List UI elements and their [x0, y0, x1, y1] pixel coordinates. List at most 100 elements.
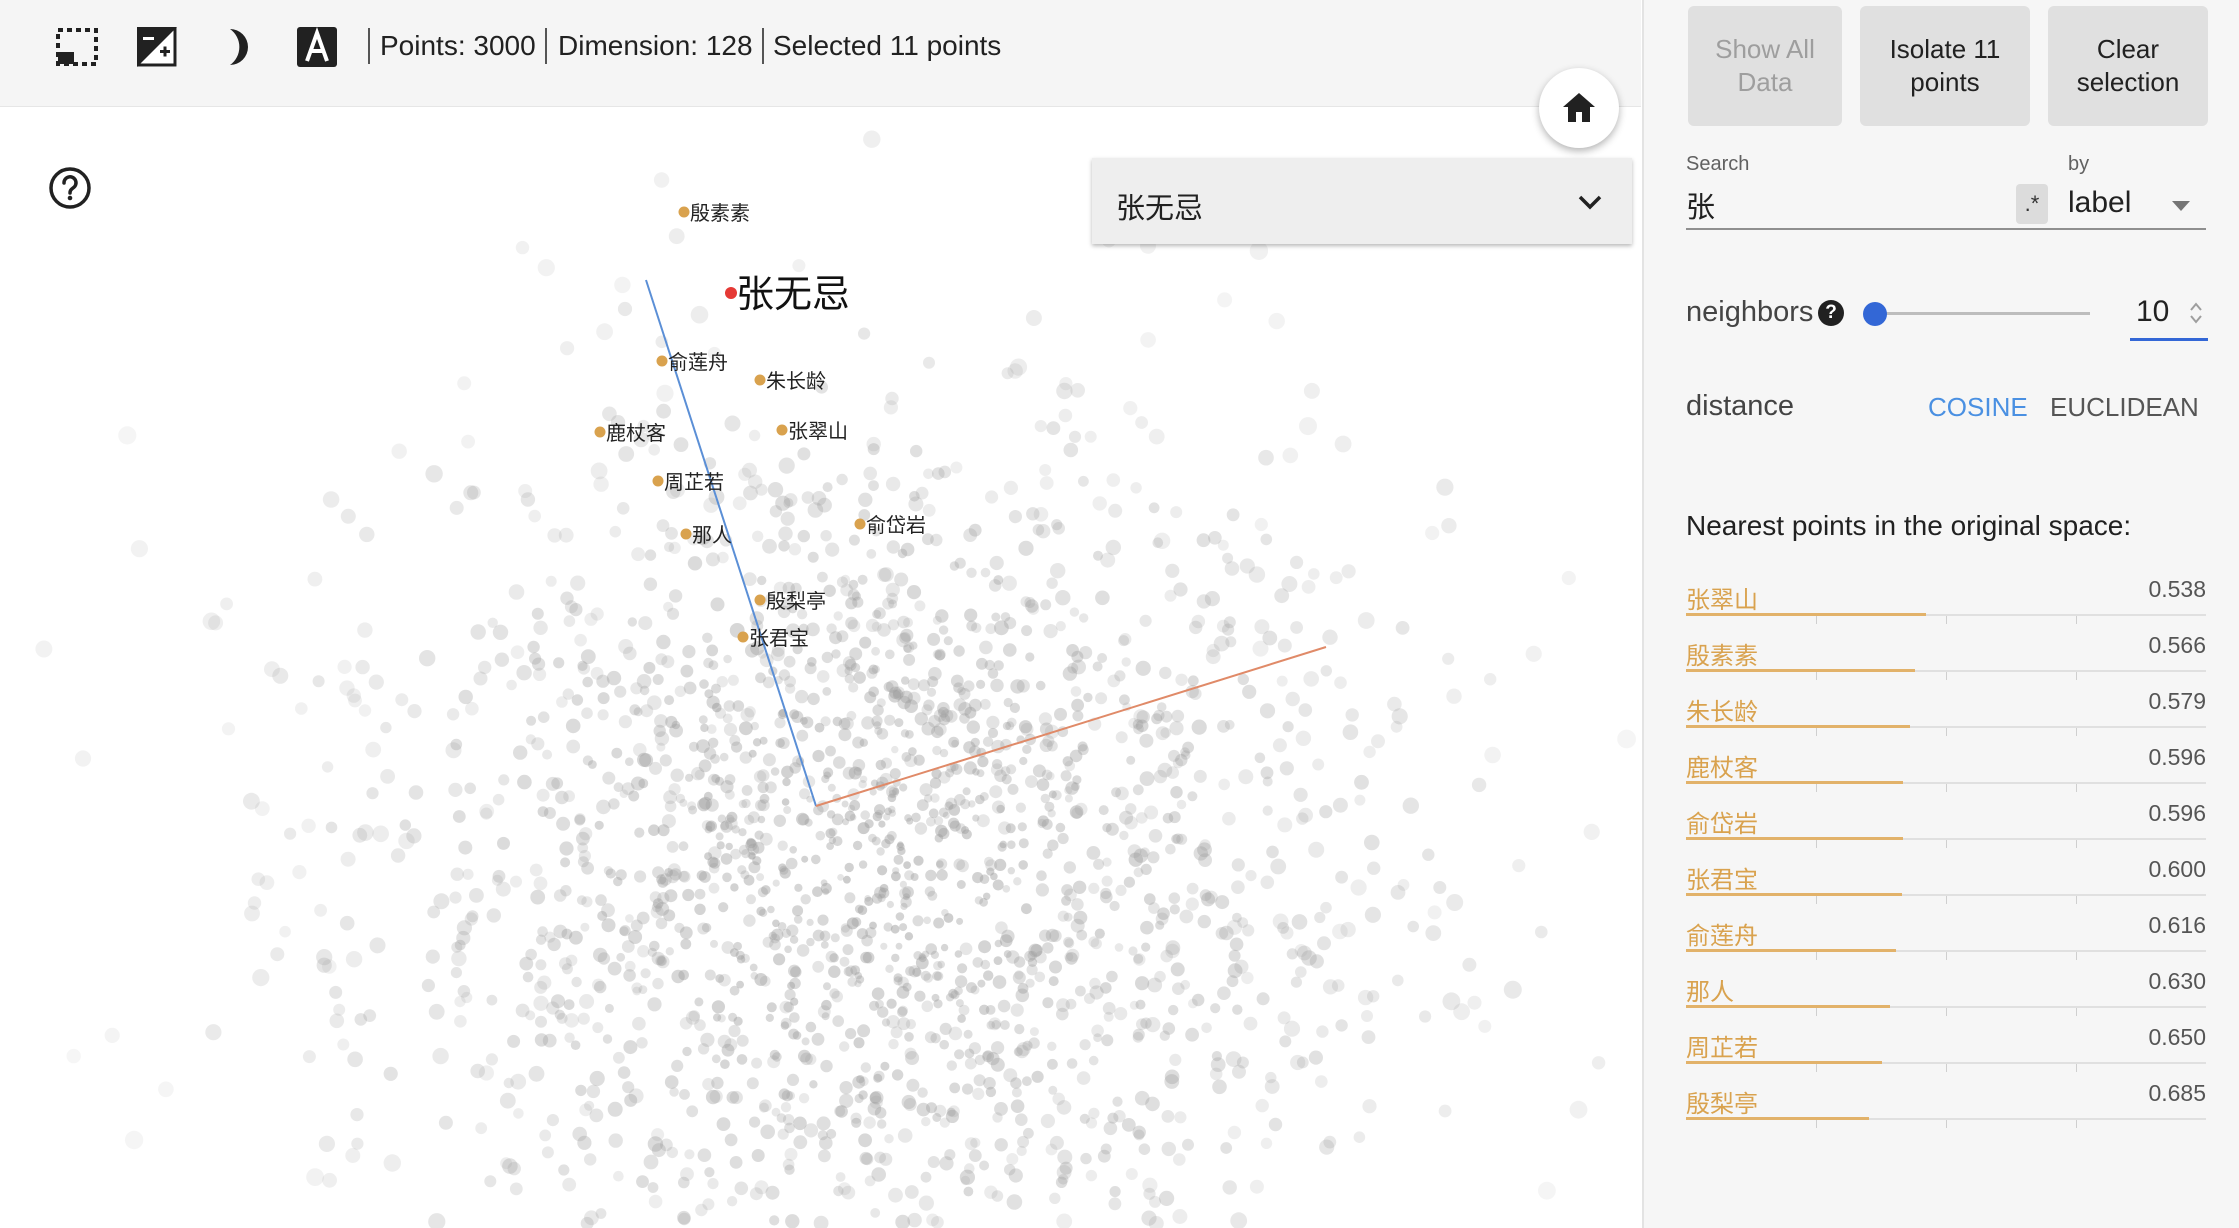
data-point[interactable]	[475, 1122, 488, 1135]
data-point[interactable]	[670, 768, 684, 782]
data-point[interactable]	[708, 737, 719, 748]
data-point[interactable]	[930, 793, 940, 803]
data-point[interactable]	[559, 957, 572, 970]
data-point[interactable]	[1042, 942, 1054, 954]
data-point[interactable]	[1006, 1153, 1019, 1165]
data-point[interactable]	[820, 941, 829, 949]
data-point[interactable]	[606, 670, 622, 686]
data-point[interactable]	[939, 1156, 954, 1171]
data-point[interactable]	[700, 723, 709, 733]
data-point[interactable]	[789, 846, 797, 854]
data-point[interactable]	[905, 1019, 917, 1030]
data-point[interactable]	[1005, 823, 1016, 834]
data-point[interactable]	[428, 1213, 446, 1228]
data-point[interactable]	[1239, 558, 1255, 574]
data-point[interactable]	[1133, 867, 1144, 878]
data-point[interactable]	[345, 1148, 361, 1163]
neighbor-point[interactable]	[754, 374, 766, 386]
data-point[interactable]	[789, 977, 801, 990]
data-point[interactable]	[822, 482, 833, 493]
data-point[interactable]	[1243, 1016, 1258, 1031]
data-point[interactable]	[1022, 744, 1032, 754]
data-point[interactable]	[690, 305, 709, 324]
data-point[interactable]	[1049, 1192, 1061, 1205]
data-point[interactable]	[890, 924, 900, 934]
data-point[interactable]	[1010, 1077, 1022, 1089]
data-point[interactable]	[619, 789, 629, 798]
data-point[interactable]	[563, 790, 575, 803]
data-point[interactable]	[619, 926, 629, 936]
data-point[interactable]	[1334, 676, 1347, 689]
data-point[interactable]	[1171, 709, 1185, 723]
data-point[interactable]	[854, 1093, 864, 1104]
data-point[interactable]	[836, 576, 849, 588]
data-point[interactable]	[1089, 977, 1101, 990]
data-point[interactable]	[872, 609, 882, 619]
data-point[interactable]	[804, 818, 813, 827]
clear-selection-button[interactable]: Clear selection	[2048, 6, 2208, 126]
data-point[interactable]	[694, 769, 705, 780]
data-point[interactable]	[852, 1075, 866, 1089]
data-point[interactable]	[780, 1017, 792, 1029]
data-point[interactable]	[292, 865, 307, 880]
data-point[interactable]	[1189, 620, 1203, 635]
data-point[interactable]	[1030, 944, 1043, 957]
data-point[interactable]	[510, 875, 522, 888]
data-point[interactable]	[664, 800, 677, 813]
data-point[interactable]	[462, 868, 474, 880]
data-point[interactable]	[904, 932, 914, 941]
data-point[interactable]	[643, 577, 658, 591]
data-point[interactable]	[896, 632, 911, 648]
data-point[interactable]	[707, 773, 720, 786]
data-point[interactable]	[1123, 401, 1138, 416]
data-point[interactable]	[817, 497, 832, 513]
data-point[interactable]	[1003, 950, 1012, 958]
data-point[interactable]	[556, 696, 568, 708]
data-point[interactable]	[1402, 797, 1420, 814]
data-point[interactable]	[743, 914, 756, 927]
data-point[interactable]	[724, 789, 735, 800]
data-point[interactable]	[666, 607, 680, 620]
data-point[interactable]	[990, 678, 1004, 693]
data-point[interactable]	[959, 942, 973, 956]
data-point[interactable]	[700, 534, 714, 549]
data-point[interactable]	[864, 1175, 876, 1187]
data-point[interactable]	[480, 807, 493, 820]
data-point[interactable]	[680, 664, 694, 678]
data-point[interactable]	[849, 800, 861, 811]
data-point[interactable]	[1227, 963, 1243, 979]
data-point[interactable]	[433, 893, 450, 910]
data-point[interactable]	[853, 671, 866, 684]
data-point[interactable]	[849, 814, 857, 821]
data-point[interactable]	[359, 526, 375, 543]
data-point[interactable]	[770, 767, 780, 776]
data-point[interactable]	[1079, 646, 1093, 660]
data-point[interactable]	[738, 844, 750, 856]
data-point[interactable]	[757, 575, 767, 586]
data-point[interactable]	[1013, 956, 1026, 968]
data-point[interactable]	[904, 1185, 919, 1199]
data-point[interactable]	[939, 1117, 950, 1128]
data-point[interactable]	[748, 429, 761, 442]
data-point[interactable]	[564, 600, 578, 614]
data-point[interactable]	[668, 541, 681, 555]
data-point[interactable]	[1017, 983, 1029, 994]
data-point[interactable]	[713, 1013, 722, 1022]
data-point[interactable]	[1007, 783, 1019, 795]
data-point[interactable]	[735, 950, 745, 960]
data-point[interactable]	[688, 805, 698, 815]
data-point[interactable]	[994, 858, 1007, 872]
data-point[interactable]	[1357, 989, 1374, 1006]
data-point[interactable]	[668, 589, 683, 603]
data-point[interactable]	[966, 982, 977, 994]
data-point[interactable]	[1188, 998, 1198, 1009]
data-point[interactable]	[1154, 970, 1166, 983]
data-point[interactable]	[1453, 1003, 1470, 1021]
data-point[interactable]	[628, 790, 640, 802]
data-point[interactable]	[657, 877, 669, 888]
data-point[interactable]	[457, 376, 472, 391]
data-point[interactable]	[1034, 951, 1047, 964]
data-point[interactable]	[322, 959, 337, 974]
data-point[interactable]	[1040, 599, 1052, 611]
data-point[interactable]	[1191, 614, 1206, 629]
